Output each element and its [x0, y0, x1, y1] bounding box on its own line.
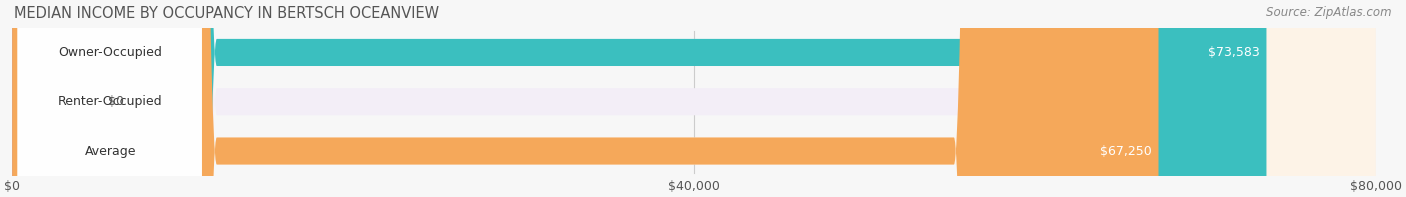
FancyBboxPatch shape [13, 0, 1159, 197]
FancyBboxPatch shape [18, 0, 201, 197]
FancyBboxPatch shape [13, 0, 1376, 197]
FancyBboxPatch shape [13, 0, 1376, 197]
Text: Average: Average [84, 145, 136, 158]
FancyBboxPatch shape [13, 0, 1267, 197]
Text: MEDIAN INCOME BY OCCUPANCY IN BERTSCH OCEANVIEW: MEDIAN INCOME BY OCCUPANCY IN BERTSCH OC… [14, 6, 439, 21]
Text: $73,583: $73,583 [1208, 46, 1260, 59]
Text: Owner-Occupied: Owner-Occupied [59, 46, 162, 59]
FancyBboxPatch shape [18, 0, 201, 197]
Text: $67,250: $67,250 [1099, 145, 1152, 158]
Text: Renter-Occupied: Renter-Occupied [58, 95, 163, 108]
FancyBboxPatch shape [0, 0, 97, 197]
FancyBboxPatch shape [13, 0, 1376, 197]
FancyBboxPatch shape [18, 0, 201, 197]
Text: $0: $0 [108, 95, 124, 108]
Text: Source: ZipAtlas.com: Source: ZipAtlas.com [1267, 6, 1392, 19]
